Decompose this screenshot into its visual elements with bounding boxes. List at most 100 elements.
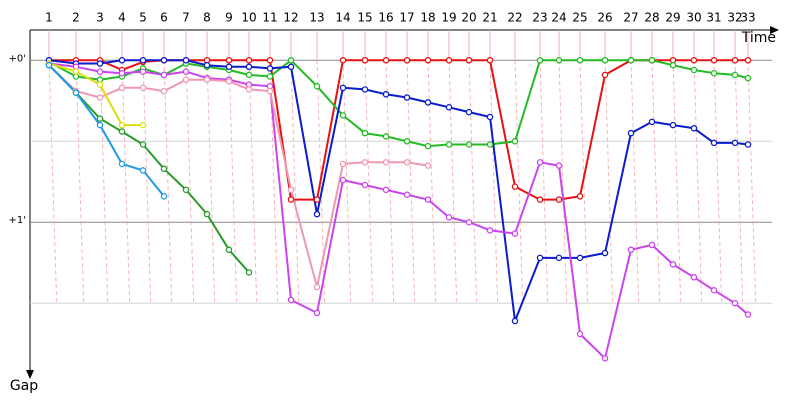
data-point — [118, 128, 126, 135]
data-point — [160, 57, 168, 64]
data-point — [690, 274, 698, 281]
data-point — [555, 162, 563, 169]
lap-line — [290, 60, 300, 304]
data-point — [245, 269, 253, 276]
data-point — [648, 241, 656, 249]
data-point — [225, 78, 233, 85]
data-point — [361, 181, 369, 189]
data-point — [690, 57, 698, 64]
x-tick-label: 26 — [597, 11, 612, 25]
data-point — [245, 71, 253, 79]
data-point — [225, 63, 233, 71]
data-point — [96, 94, 104, 101]
lap-line — [142, 60, 152, 304]
data-point — [339, 160, 347, 168]
data-point — [424, 99, 432, 106]
data-point — [139, 167, 147, 174]
data-point — [445, 104, 453, 111]
x-tick-label: 12 — [283, 11, 298, 25]
data-point — [744, 141, 752, 148]
lap-line — [121, 60, 131, 304]
data-point — [225, 246, 233, 254]
x-tick-label: 21 — [482, 11, 497, 25]
data-point — [627, 57, 635, 64]
data-point — [744, 74, 752, 82]
data-point — [287, 63, 295, 71]
data-point — [96, 68, 104, 75]
data-point — [339, 176, 347, 184]
data-point — [424, 142, 432, 150]
x-tick-label: 11 — [262, 11, 277, 25]
data-point — [576, 193, 584, 200]
series-line — [48, 64, 429, 288]
data-point — [445, 57, 453, 64]
x-tick-label: 14 — [335, 11, 350, 25]
data-point — [690, 125, 698, 132]
data-point — [486, 57, 494, 64]
lap-line — [713, 60, 723, 304]
data-point — [96, 121, 104, 129]
data-point — [182, 57, 190, 64]
data-point — [511, 317, 519, 325]
data-point — [96, 60, 104, 67]
x-tick-label: 4 — [118, 11, 126, 25]
data-point — [403, 159, 411, 166]
data-point — [424, 196, 432, 203]
data-point — [382, 91, 390, 98]
data-point — [225, 57, 233, 64]
data-point — [403, 191, 411, 198]
series-line — [48, 64, 250, 274]
data-point — [160, 71, 168, 79]
data-point — [403, 57, 411, 64]
data-point — [245, 57, 253, 64]
data-point — [669, 61, 677, 69]
data-point — [731, 71, 739, 79]
data-point — [139, 57, 147, 64]
data-point — [266, 57, 274, 64]
data-point — [648, 118, 656, 126]
x-tick-label: 28 — [644, 11, 659, 25]
data-point — [710, 69, 718, 77]
data-point — [403, 138, 411, 145]
lap-line — [558, 60, 568, 304]
lap-line — [468, 60, 478, 304]
data-point — [361, 129, 369, 137]
data-point — [245, 86, 253, 93]
x-tick-label: 33 — [740, 11, 755, 25]
data-point — [576, 254, 584, 262]
lap-line — [747, 60, 757, 304]
x-tick-label: 13 — [309, 11, 324, 25]
data-point — [266, 87, 274, 95]
data-point — [203, 210, 211, 218]
data-point — [45, 61, 53, 69]
x-tick-label: 23 — [532, 11, 547, 25]
series-line — [49, 59, 748, 201]
data-point — [72, 68, 80, 75]
x-tick-label: 3 — [96, 11, 104, 25]
x-tick-label: 20 — [461, 11, 476, 25]
data-point — [118, 69, 126, 77]
x-tick-label: 30 — [686, 11, 701, 25]
x-tick-label: 15 — [357, 11, 372, 25]
x-tick-label: 1 — [45, 11, 53, 25]
data-point — [382, 133, 390, 140]
y-tick-label: +1' — [9, 215, 27, 226]
series-line — [48, 62, 749, 360]
data-point — [445, 214, 453, 221]
data-point — [182, 186, 190, 194]
data-point — [313, 309, 321, 317]
data-point — [139, 68, 147, 75]
data-point — [266, 73, 274, 80]
data-point — [424, 57, 432, 64]
data-point — [710, 57, 718, 64]
x-tick-label: 6 — [160, 11, 168, 25]
data-point — [648, 57, 656, 64]
data-point — [203, 61, 211, 69]
data-point — [465, 108, 473, 116]
lap-line — [651, 60, 661, 304]
series-line — [48, 64, 165, 197]
lap-line — [734, 60, 744, 304]
data-point — [313, 196, 321, 203]
x-tick-label: 10 — [241, 11, 256, 25]
data-point — [511, 183, 519, 190]
